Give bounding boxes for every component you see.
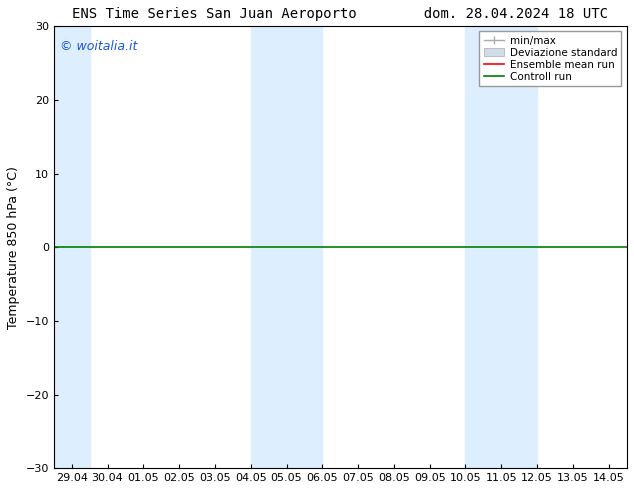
Bar: [54, 26, 89, 468]
Bar: [250, 26, 322, 468]
Bar: [465, 26, 537, 468]
Legend: min/max, Deviazione standard, Ensemble mean run, Controll run: min/max, Deviazione standard, Ensemble m…: [479, 31, 621, 86]
Title: ENS Time Series San Juan Aeroporto        dom. 28.04.2024 18 UTC: ENS Time Series San Juan Aeroporto dom. …: [72, 7, 608, 21]
Y-axis label: Temperature 850 hPa (°C): Temperature 850 hPa (°C): [7, 166, 20, 329]
Text: © woitalia.it: © woitalia.it: [60, 40, 137, 52]
